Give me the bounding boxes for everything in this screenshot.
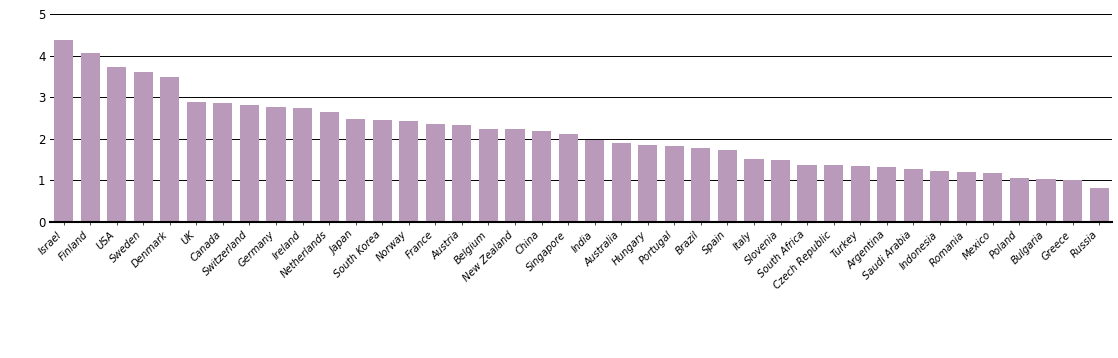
Bar [293, 108, 312, 222]
Bar [214, 103, 233, 222]
Bar [930, 171, 949, 222]
Bar [1036, 179, 1055, 222]
Bar [532, 131, 551, 222]
Bar [479, 129, 498, 222]
Bar [771, 160, 790, 222]
Bar [745, 159, 764, 222]
Bar [54, 40, 73, 222]
Bar [957, 172, 976, 222]
Bar [691, 147, 710, 222]
Bar [187, 102, 206, 222]
Bar [718, 150, 737, 222]
Bar [453, 125, 472, 222]
Bar [1010, 178, 1029, 222]
Bar [240, 105, 259, 222]
Bar [160, 77, 179, 222]
Bar [665, 146, 684, 222]
Bar [984, 173, 1003, 222]
Bar [320, 112, 339, 222]
Bar [638, 145, 657, 222]
Bar [1090, 188, 1109, 222]
Bar [134, 72, 153, 222]
Bar [585, 140, 604, 222]
Bar [107, 67, 126, 222]
Bar [80, 53, 100, 222]
Bar [1063, 180, 1082, 222]
Bar [399, 121, 418, 222]
Bar [797, 165, 816, 222]
Bar [824, 165, 843, 222]
Bar [266, 107, 285, 222]
Bar [878, 167, 897, 222]
Bar [505, 129, 524, 222]
Bar [903, 169, 922, 222]
Bar [426, 124, 445, 222]
Bar [851, 166, 870, 222]
Bar [559, 134, 578, 222]
Bar [372, 120, 391, 222]
Bar [347, 119, 366, 222]
Bar [612, 143, 631, 222]
